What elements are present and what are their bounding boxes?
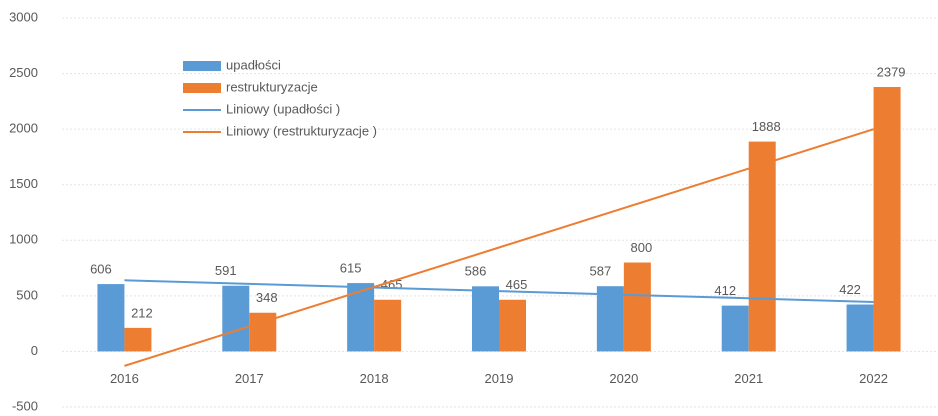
bar <box>596 286 624 352</box>
data-label: 212 <box>131 305 153 320</box>
bar <box>748 141 776 352</box>
y-tick-label: 1500 <box>9 176 38 191</box>
bar <box>374 299 402 352</box>
x-tick-label: 2018 <box>360 371 389 386</box>
x-tick-label: 2019 <box>485 371 514 386</box>
bar <box>472 286 499 352</box>
x-tick-label: 2020 <box>609 371 638 386</box>
bar <box>124 327 152 352</box>
data-label: 615 <box>340 261 362 276</box>
bar <box>97 284 125 352</box>
legend-label: Liniowy (restrukturyzacje ) <box>226 123 377 138</box>
bar <box>846 304 874 352</box>
x-tick-label: 2021 <box>734 371 763 386</box>
data-label: 2379 <box>877 64 906 79</box>
y-tick-label: 2000 <box>9 121 38 136</box>
data-label: 465 <box>506 277 528 292</box>
x-tick-label: 2016 <box>110 371 139 386</box>
y-tick-label: 500 <box>16 287 38 302</box>
y-tick-label: -500 <box>12 398 38 413</box>
y-tick-label: 2500 <box>9 65 38 80</box>
bar <box>499 299 526 352</box>
x-tick-label: 2022 <box>859 371 888 386</box>
bar <box>623 262 651 352</box>
y-tick-label: 0 <box>31 343 38 358</box>
data-label: 800 <box>631 240 653 255</box>
legend-label: Liniowy (upadłości ) <box>226 101 340 116</box>
data-label: 348 <box>256 290 278 305</box>
data-label: 422 <box>839 282 861 297</box>
data-label: 586 <box>465 264 487 279</box>
bar <box>873 87 901 352</box>
data-label: 1888 <box>752 119 781 134</box>
data-label: 412 <box>714 283 736 298</box>
legend-swatch <box>183 83 221 93</box>
bar <box>222 285 250 352</box>
legend-swatch <box>183 61 221 71</box>
trend-line <box>124 279 874 303</box>
data-label: 606 <box>90 262 112 277</box>
data-label: 587 <box>590 264 612 279</box>
legend-label: upadłości <box>226 57 281 72</box>
data-label: 591 <box>215 263 237 278</box>
y-tick-label: 3000 <box>9 9 38 24</box>
x-tick-label: 2017 <box>235 371 264 386</box>
y-tick-label: 1000 <box>9 232 38 247</box>
trend-line <box>124 128 874 367</box>
legend-label: restrukturyzacje <box>226 79 318 94</box>
bar <box>721 305 749 352</box>
